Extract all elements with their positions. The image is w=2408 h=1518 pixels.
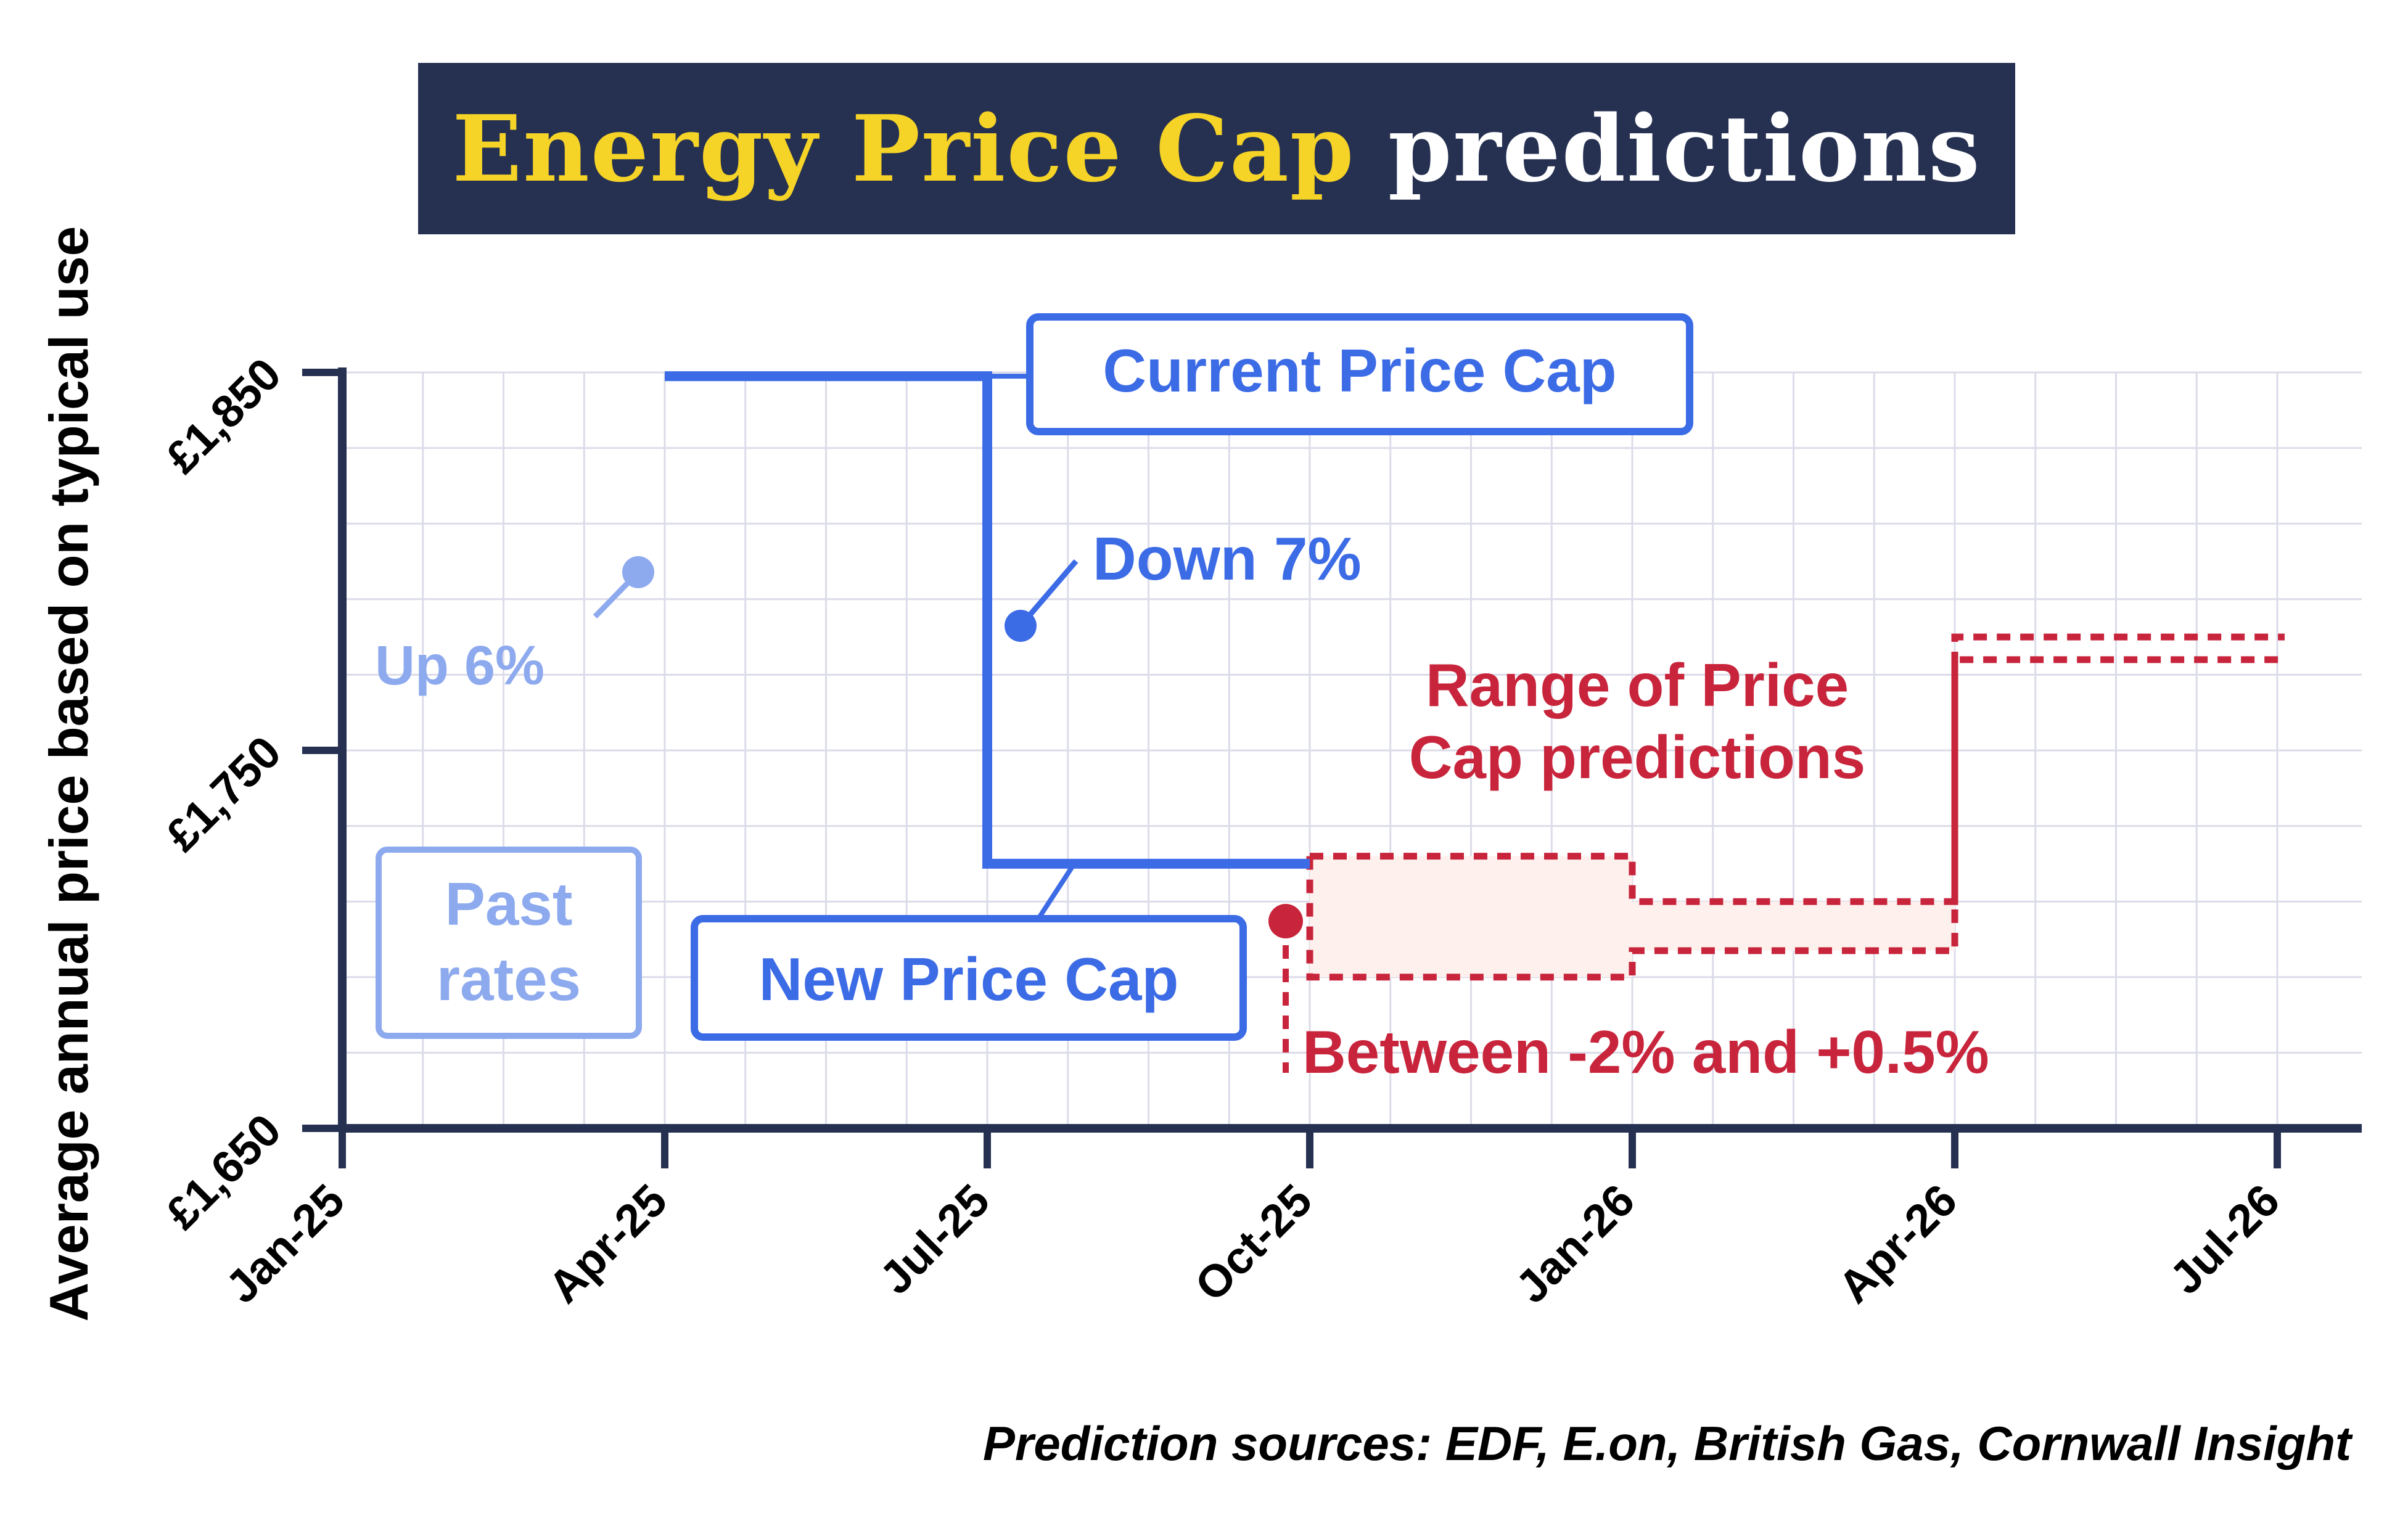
x-tick-label: Jul-25 — [869, 1175, 999, 1304]
between-marker — [1268, 904, 1303, 938]
title-main: Energy Price Cap — [452, 95, 1355, 202]
down-label: Down 7% — [1093, 525, 1362, 593]
chart-title: Energy Price Cap predictions — [452, 95, 1981, 202]
title-rest: predictions — [1387, 95, 1981, 202]
prediction-upper-bound — [1310, 656, 2285, 905]
current-price-cap-line — [665, 371, 1310, 869]
between-label: Between -2% and +0.5% — [1302, 1018, 1989, 1086]
current-cap-label: Current Price Cap — [1103, 337, 1616, 404]
x-tick-label: Apr-26 — [1828, 1175, 1966, 1313]
past-rates-label-1: Past — [445, 870, 572, 938]
up-marker — [622, 556, 654, 588]
x-tick-label: Oct-25 — [1185, 1175, 1322, 1311]
y-tick-label: £1,650 — [156, 1104, 291, 1239]
past-rates-label-2: rates — [437, 945, 581, 1013]
past-rates-box — [376, 847, 642, 1039]
x-tick-label: Jul-26 — [2159, 1175, 2289, 1304]
prediction-lower-bound — [1306, 633, 2285, 981]
x-tick-label: Jan-26 — [1506, 1175, 1644, 1313]
title-banner: Energy Price Cap predictions — [418, 63, 2015, 234]
y-tick-label: £1,850 — [156, 348, 291, 483]
x-tick-label: Jan-25 — [216, 1175, 354, 1313]
source-note: Prediction sources: EDF, E.on, British G… — [982, 1416, 2351, 1471]
y-tick-label: £1,750 — [156, 726, 291, 861]
new-cap-box — [691, 915, 1247, 1041]
prediction-band — [1632, 901, 1955, 951]
annotations: Current Price Cap Down 7% Up 6% Past rates Ne… — [375, 313, 1989, 1086]
down-marker — [1005, 610, 1037, 642]
current-cap-box — [1026, 313, 1693, 435]
up-label: Up 6% — [375, 635, 544, 697]
grid — [341, 371, 2362, 1130]
new-cap-leader — [1033, 862, 1077, 924]
prediction-range — [1306, 633, 2285, 981]
prediction-band — [1310, 856, 1632, 977]
x-tick-label: Apr-25 — [538, 1175, 676, 1313]
range-label-2: Cap predictions — [1409, 723, 1866, 791]
axes — [302, 367, 2362, 1168]
price-series — [665, 371, 1310, 869]
range-label-1: Range of Price — [1426, 651, 1849, 719]
new-cap-label: New Price Cap — [759, 945, 1179, 1013]
y-axis-label: Average annual price based on typical us… — [38, 226, 99, 1322]
